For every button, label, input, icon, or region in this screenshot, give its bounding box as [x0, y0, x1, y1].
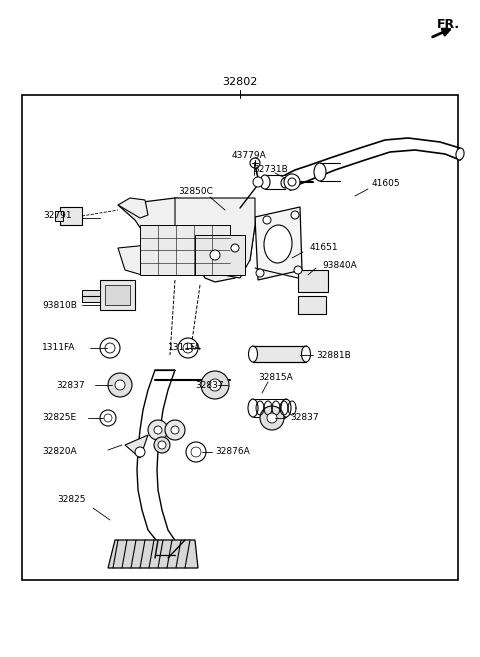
Polygon shape: [118, 198, 148, 218]
Text: 32825E: 32825E: [42, 413, 76, 422]
Text: 93810B: 93810B: [42, 300, 77, 309]
Bar: [82, 290, 100, 302]
Polygon shape: [175, 198, 255, 278]
Text: 1311FA: 1311FA: [42, 344, 75, 353]
Circle shape: [294, 266, 302, 274]
Bar: [100, 280, 135, 310]
Text: 41651: 41651: [310, 244, 338, 252]
Circle shape: [100, 338, 120, 358]
Circle shape: [209, 379, 221, 391]
Circle shape: [256, 269, 264, 277]
Ellipse shape: [456, 148, 464, 160]
Ellipse shape: [281, 399, 291, 417]
Polygon shape: [255, 207, 302, 280]
Circle shape: [210, 250, 220, 260]
Circle shape: [171, 426, 179, 434]
Text: 32731B: 32731B: [253, 166, 288, 175]
Bar: [22, 95, 458, 580]
Circle shape: [191, 447, 201, 457]
Text: 32837: 32837: [56, 380, 84, 390]
Circle shape: [186, 442, 206, 462]
Bar: [60, 207, 82, 225]
Circle shape: [291, 211, 299, 219]
Circle shape: [284, 174, 300, 190]
Text: 32815A: 32815A: [258, 373, 293, 382]
Circle shape: [148, 420, 168, 440]
Circle shape: [260, 406, 284, 430]
Text: 93840A: 93840A: [322, 260, 357, 269]
Text: 32881B: 32881B: [316, 350, 351, 359]
Text: 32850C: 32850C: [178, 187, 213, 196]
Bar: [140, 225, 230, 275]
Text: 32802: 32802: [222, 77, 258, 87]
Text: 1311FA: 1311FA: [168, 344, 202, 353]
Ellipse shape: [301, 346, 311, 362]
Circle shape: [231, 244, 239, 252]
Circle shape: [183, 343, 193, 353]
Text: 32876A: 32876A: [215, 447, 250, 457]
Text: 32791: 32791: [43, 210, 72, 219]
Text: 32825: 32825: [57, 495, 85, 505]
Ellipse shape: [264, 225, 292, 263]
Circle shape: [178, 338, 198, 358]
Bar: [105, 285, 130, 305]
Circle shape: [288, 178, 296, 186]
Circle shape: [263, 216, 271, 224]
Circle shape: [100, 410, 116, 426]
Text: 43779A: 43779A: [232, 150, 267, 160]
Circle shape: [135, 447, 145, 457]
Bar: [298, 296, 326, 314]
Bar: [253, 346, 306, 362]
Circle shape: [165, 420, 185, 440]
Circle shape: [267, 413, 277, 423]
Circle shape: [201, 371, 229, 399]
Circle shape: [108, 373, 132, 397]
Bar: [55, 211, 63, 221]
Circle shape: [115, 380, 125, 390]
Polygon shape: [118, 245, 150, 275]
Polygon shape: [137, 370, 185, 558]
Ellipse shape: [248, 399, 258, 417]
Text: 32820A: 32820A: [42, 447, 77, 457]
Text: 41605: 41605: [372, 179, 401, 187]
Polygon shape: [108, 540, 198, 568]
Bar: [298, 270, 328, 292]
Polygon shape: [125, 435, 148, 458]
Ellipse shape: [281, 178, 289, 188]
Circle shape: [253, 177, 263, 187]
Circle shape: [154, 426, 162, 434]
Bar: [195, 235, 245, 275]
Text: 32837: 32837: [195, 380, 224, 390]
Circle shape: [154, 437, 170, 453]
Circle shape: [158, 441, 166, 449]
Ellipse shape: [314, 163, 326, 181]
Ellipse shape: [249, 346, 257, 362]
Polygon shape: [118, 198, 255, 282]
Circle shape: [250, 158, 260, 168]
Circle shape: [105, 343, 115, 353]
Text: FR.: FR.: [437, 18, 460, 31]
Circle shape: [104, 414, 112, 422]
Ellipse shape: [260, 175, 270, 189]
Text: 32837: 32837: [290, 413, 319, 422]
